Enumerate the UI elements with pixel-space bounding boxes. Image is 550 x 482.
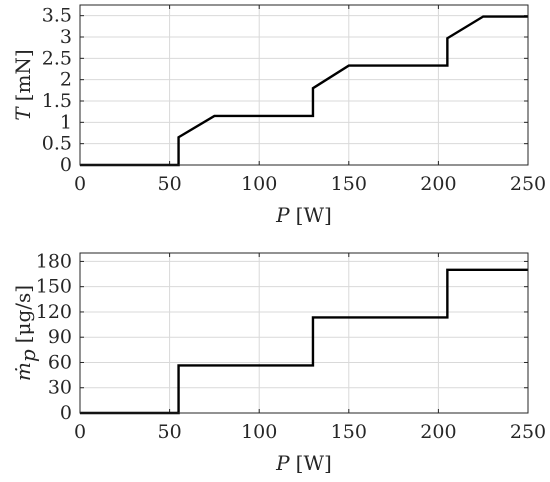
thrust-y-tick-label: 1 — [60, 111, 72, 133]
mass-flow-y-tick-label: 0 — [60, 402, 72, 424]
thrust-x-tick-label: 50 — [158, 173, 182, 195]
mass-flow-y-axis-subscript: p — [16, 349, 40, 362]
thrust-plot-area — [80, 5, 528, 165]
mass-flow-y-tick-label: 30 — [48, 377, 72, 399]
mass-flow-x-axis-symbol: P — [275, 451, 290, 475]
thrust-y-tick-label: 0.5 — [42, 133, 72, 155]
mass-flow-y-axis-symbol: ṁ — [11, 362, 35, 381]
mass-flow-y-axis-label: ṁp [μg/s] — [11, 285, 40, 381]
thrust-series-line — [80, 15, 528, 167]
thrust-plot-frame — [79, 4, 529, 166]
thrust-x-tick-labels: 0 50 100 150 200 250 — [74, 173, 546, 195]
thrust-y-tick-labels: 00.511.522.533.5 — [42, 5, 72, 176]
thrust-y-axis-unit: [mN] — [11, 49, 35, 101]
mass-flow-y-tick-label: 180 — [36, 250, 72, 272]
thrust-x-axis-label: P [W] — [275, 203, 332, 227]
mass-flow-y-axis-unit: [μg/s] — [11, 285, 35, 343]
mass-flow-series — [80, 268, 528, 415]
mass-flow-x-tick-label: 0 — [74, 421, 86, 443]
thrust-y-tick-label: 3 — [60, 26, 72, 48]
mass-flow-y-tick-labels: 0 30 60 90 120 150 180 — [36, 250, 72, 424]
thrust-y-axis-label: T [mN] — [11, 49, 35, 120]
mass-flow-y-tick-label: 120 — [36, 301, 72, 323]
mass-flow-x-axis-label: P [W] — [275, 451, 332, 475]
mass-flow-x-tick-labels: 0 50 100 150 200 250 — [74, 421, 546, 443]
thrust-y-axis-symbol: T — [11, 106, 35, 121]
thrust-x-tick-label: 250 — [510, 173, 546, 195]
thrust-y-tick-label: 3.5 — [42, 5, 72, 27]
thrust-chart: 0 50 100 150 200 250 00.511.522.533.5 P [W] T [… — [11, 4, 546, 227]
mass-flow-x-tick-label: 100 — [241, 421, 277, 443]
mass-flow-y-tick-label: 90 — [48, 326, 72, 348]
thrust-x-axis-unit: [W] — [296, 203, 332, 227]
thrust-y-tick-label: 1.5 — [42, 90, 72, 112]
thrust-series — [80, 15, 528, 167]
thrust-y-tick-label: 2.5 — [42, 47, 72, 69]
mass-flow-plot-area — [80, 253, 528, 413]
mass-flow-x-axis-unit: [W] — [296, 451, 332, 475]
thrust-x-tick-label: 200 — [420, 173, 456, 195]
thrust-x-axis-symbol: P — [275, 203, 290, 227]
mass-flow-x-tick-label: 150 — [331, 421, 367, 443]
mass-flow-y-tick-label: 60 — [48, 351, 72, 373]
mass-flow-series-line — [80, 268, 528, 415]
thrust-y-tick-label: 0 — [60, 154, 72, 176]
mass-flow-x-tick-label: 50 — [158, 421, 182, 443]
mass-flow-x-tick-label: 200 — [420, 421, 456, 443]
thrust-x-tick-label: 0 — [74, 173, 86, 195]
thrust-y-tick-label: 2 — [60, 69, 72, 91]
mass-flow-y-tick-label: 150 — [36, 276, 72, 298]
thrust-x-tick-label: 100 — [241, 173, 277, 195]
mass-flow-x-tick-label: 250 — [510, 421, 546, 443]
thrust-x-tick-label: 150 — [331, 173, 367, 195]
mass-flow-plot-frame — [79, 252, 529, 414]
